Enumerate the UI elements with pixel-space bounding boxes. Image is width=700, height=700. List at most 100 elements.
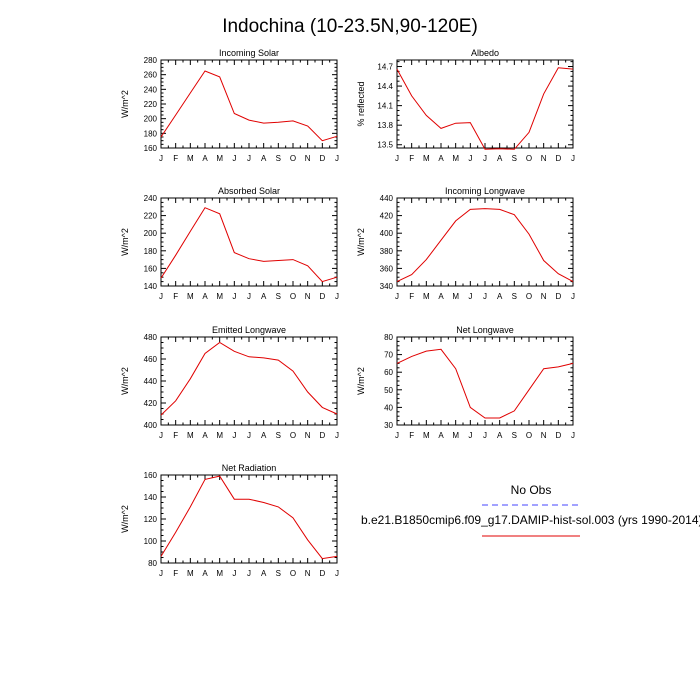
x-tick-label: J: [159, 292, 163, 301]
x-tick-label: M: [452, 431, 459, 440]
x-tick-label: J: [247, 292, 251, 301]
x-tick-label: A: [202, 292, 208, 301]
x-tick-label: N: [305, 569, 311, 578]
y-tick-label: 400: [144, 421, 158, 430]
panel-title: Net Longwave: [456, 325, 514, 335]
y-tick-label: 360: [380, 264, 394, 273]
panel-frame: [396, 197, 574, 287]
y-tick-label: 420: [380, 212, 394, 221]
y-tick-label: 60: [384, 368, 393, 377]
x-tick-label: M: [423, 431, 430, 440]
y-axis-label: W/m^2: [120, 228, 130, 256]
y-tick-label: 70: [384, 351, 393, 360]
series-line: [160, 70, 338, 142]
x-tick-label: F: [409, 292, 414, 301]
x-tick-label: J: [335, 569, 339, 578]
x-tick-label: A: [438, 292, 444, 301]
panel-frame: [160, 336, 338, 426]
y-tick-label: 480: [144, 333, 158, 342]
y-axis-label: W/m^2: [120, 367, 130, 395]
x-tick-label: S: [512, 154, 517, 163]
x-tick-label: D: [555, 292, 561, 301]
y-axis-label: % reflected: [356, 81, 366, 126]
y-axis-label: W/m^2: [356, 367, 366, 395]
series-line: [396, 67, 574, 150]
x-tick-label: N: [541, 154, 547, 163]
x-tick-label: A: [438, 154, 444, 163]
series-line: [160, 341, 338, 416]
x-tick-label: F: [173, 569, 178, 578]
x-tick-label: F: [409, 431, 414, 440]
x-tick-label: A: [202, 569, 208, 578]
y-tick-label: 140: [144, 282, 158, 291]
x-tick-label: J: [232, 154, 236, 163]
y-tick-label: 200: [144, 115, 158, 124]
y-tick-label: 14.7: [377, 63, 393, 72]
x-tick-label: A: [497, 154, 503, 163]
panel-title: Incoming Longwave: [445, 186, 525, 196]
x-tick-label: M: [187, 431, 194, 440]
panel-title: Absorbed Solar: [218, 186, 280, 196]
x-tick-label: M: [187, 569, 194, 578]
y-tick-label: 200: [144, 229, 158, 238]
y-tick-label: 50: [384, 386, 393, 395]
panel-frame: [160, 59, 338, 149]
legend: No Obs b.e21.B1850cmip6.f09_g17.DAMIP-hi…: [361, 483, 700, 537]
y-tick-label: 240: [144, 85, 158, 94]
y-tick-label: 120: [144, 515, 158, 524]
x-tick-label: D: [555, 154, 561, 163]
x-tick-label: J: [483, 154, 487, 163]
x-tick-label: J: [335, 431, 339, 440]
x-tick-label: O: [526, 431, 532, 440]
x-tick-label: S: [276, 569, 281, 578]
y-tick-label: 30: [384, 421, 393, 430]
x-tick-label: J: [571, 292, 575, 301]
x-tick-label: J: [468, 154, 472, 163]
x-tick-label: N: [541, 431, 547, 440]
series-line: [160, 475, 338, 560]
x-tick-label: M: [216, 569, 223, 578]
x-tick-label: J: [247, 569, 251, 578]
x-tick-label: A: [261, 569, 267, 578]
x-tick-label: J: [247, 154, 251, 163]
y-tick-label: 420: [144, 399, 158, 408]
x-tick-label: A: [202, 154, 208, 163]
x-tick-label: A: [497, 292, 503, 301]
x-tick-label: D: [319, 569, 325, 578]
y-axis-label: W/m^2: [120, 90, 130, 118]
y-tick-label: 340: [380, 282, 394, 291]
x-tick-label: J: [468, 431, 472, 440]
y-tick-label: 220: [144, 212, 158, 221]
x-tick-label: S: [512, 292, 517, 301]
x-tick-label: A: [202, 431, 208, 440]
x-tick-label: O: [290, 292, 296, 301]
panel-title: Emitted Longwave: [212, 325, 286, 335]
y-tick-label: 100: [144, 537, 158, 546]
y-tick-label: 160: [144, 144, 158, 153]
x-tick-label: S: [276, 292, 281, 301]
x-tick-label: N: [305, 292, 311, 301]
x-tick-label: M: [216, 431, 223, 440]
x-tick-label: J: [395, 292, 399, 301]
y-tick-label: 140: [144, 493, 158, 502]
x-tick-label: J: [247, 431, 251, 440]
panel-frame: [160, 474, 338, 564]
x-tick-label: M: [187, 154, 194, 163]
y-tick-label: 13.8: [377, 121, 393, 130]
x-tick-label: F: [409, 154, 414, 163]
x-tick-label: J: [232, 292, 236, 301]
x-tick-label: D: [319, 431, 325, 440]
series-line: [396, 208, 574, 283]
y-tick-label: 260: [144, 71, 158, 80]
panel-frame: [396, 59, 574, 149]
figure-title: Indochina (10-23.5N,90-120E): [222, 16, 478, 37]
x-tick-label: M: [187, 292, 194, 301]
x-tick-label: F: [173, 154, 178, 163]
y-tick-label: 400: [380, 229, 394, 238]
y-axis-label: W/m^2: [356, 228, 366, 256]
